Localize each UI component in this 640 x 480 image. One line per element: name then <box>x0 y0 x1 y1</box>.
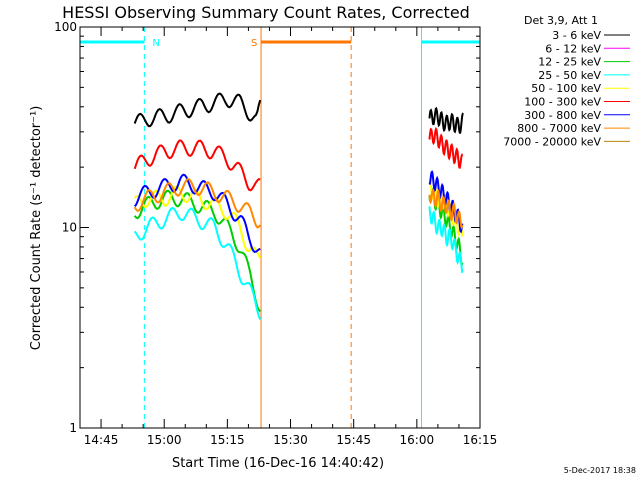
x-axis-ticks: 14:45 15:00 15:15 15:30 15:45 16:00 16:15 <box>79 27 498 447</box>
series-line <box>133 189 261 313</box>
series-line <box>428 188 464 230</box>
series-line <box>133 178 262 229</box>
legend-entry-label: 300 - 800 keV <box>524 109 601 122</box>
legend-entry-label: 25 - 50 keV <box>538 69 601 82</box>
series-line <box>428 206 464 274</box>
y-tick-label: 100 <box>54 20 77 34</box>
x-tick-label: 15:00 <box>147 433 182 447</box>
legend-entry-label: 6 - 12 keV <box>545 42 601 55</box>
series-line <box>133 173 261 253</box>
y-tick-label: 1 <box>69 421 77 435</box>
x-tick-label: 14:45 <box>84 433 119 447</box>
x-tick-label: 16:15 <box>463 433 498 447</box>
date-stamp: 5-Dec-2017 18:38 <box>564 466 636 475</box>
x-tick-label: 15:15 <box>210 433 245 447</box>
y-axis-ticks: 1 10 100 <box>54 20 480 435</box>
marker-label: N <box>152 38 159 49</box>
series-line <box>428 170 464 234</box>
legend-header: Det 3,9, Att 1 <box>524 14 598 27</box>
series-line <box>133 206 262 320</box>
series-line <box>428 106 464 134</box>
series-line <box>428 126 464 169</box>
legend-entry-label: 7000 - 20000 keV <box>503 135 601 148</box>
chart-title: HESSI Observing Summary Count Rates, Cor… <box>62 3 470 22</box>
x-tick-label: 15:45 <box>336 433 371 447</box>
series-line <box>133 139 261 192</box>
y-axis-label: Corrected Count Rate (s⁻¹ detector⁻¹) <box>29 106 44 351</box>
y-tick-label: 10 <box>62 221 77 235</box>
legend-entry-label: 3 - 6 keV <box>552 29 601 42</box>
x-tick-label: 15:30 <box>273 433 308 447</box>
marker-label: S <box>251 38 257 49</box>
x-axis-label: Start Time (16-Dec-16 14:40:42) <box>172 456 384 471</box>
legend-entry-label: 50 - 100 keV <box>531 82 601 95</box>
plot-frame <box>79 26 481 429</box>
legend-entry-label: 12 - 25 keV <box>538 56 601 69</box>
x-tick-label: 16:00 <box>400 433 435 447</box>
legend-entry-label: 800 - 7000 keV <box>517 122 601 135</box>
series-line <box>133 92 262 128</box>
legend-entry-label: 100 - 300 keV <box>524 96 601 109</box>
